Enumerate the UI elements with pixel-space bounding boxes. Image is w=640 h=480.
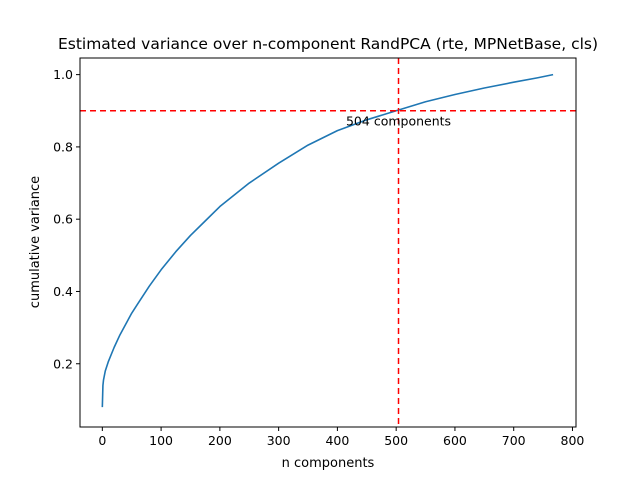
y-axis: 0.2 0.4 0.6 0.8 1.0 (53, 67, 80, 371)
x-tick-label: 200 (208, 433, 232, 448)
plot-frame (79, 57, 577, 428)
x-tick-label: 400 (325, 433, 349, 448)
y-tick-label: 0.4 (53, 284, 73, 299)
x-tick-label: 0 (98, 433, 106, 448)
x-tick-label: 700 (502, 433, 526, 448)
y-tick-label: 0.6 (53, 212, 73, 227)
series-line-0 (101, 73, 554, 408)
x-tick-label: 600 (443, 433, 467, 448)
y-axis-label: cumulative variance (28, 176, 43, 308)
x-tick-label: 100 (149, 433, 173, 448)
chart-title: Estimated variance over n-component Rand… (58, 35, 598, 53)
annotation-label: 504 components (346, 114, 451, 129)
x-tick-label: 300 (267, 433, 291, 448)
x-tick-label: 800 (561, 433, 585, 448)
x-tick-label: 500 (384, 433, 408, 448)
y-tick-label: 1.0 (53, 67, 73, 82)
x-axis: 0 100 200 300 400 500 600 700 800 (98, 427, 584, 448)
y-tick-label: 0.8 (53, 139, 73, 154)
y-tick-label: 0.2 (53, 356, 73, 371)
x-axis-label: n components (282, 456, 375, 471)
